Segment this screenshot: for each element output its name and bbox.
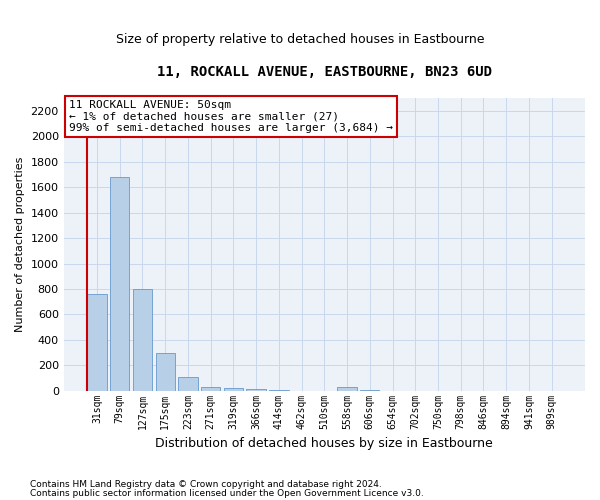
X-axis label: Distribution of detached houses by size in Eastbourne: Distribution of detached houses by size … <box>155 437 493 450</box>
Text: Contains public sector information licensed under the Open Government Licence v3: Contains public sector information licen… <box>30 488 424 498</box>
Bar <box>201 387 220 390</box>
Bar <box>247 389 266 390</box>
Text: Size of property relative to detached houses in Eastbourne: Size of property relative to detached ho… <box>116 32 484 46</box>
Bar <box>155 353 175 391</box>
Bar <box>88 294 107 390</box>
Bar <box>133 289 152 390</box>
Bar <box>337 386 357 390</box>
Text: 11 ROCKALL AVENUE: 50sqm
← 1% of detached houses are smaller (27)
99% of semi-de: 11 ROCKALL AVENUE: 50sqm ← 1% of detache… <box>69 100 393 133</box>
Title: 11, ROCKALL AVENUE, EASTBOURNE, BN23 6UD: 11, ROCKALL AVENUE, EASTBOURNE, BN23 6UD <box>157 65 492 79</box>
Text: Contains HM Land Registry data © Crown copyright and database right 2024.: Contains HM Land Registry data © Crown c… <box>30 480 382 489</box>
Bar <box>178 376 197 390</box>
Y-axis label: Number of detached properties: Number of detached properties <box>15 156 25 332</box>
Bar <box>110 177 130 390</box>
Bar <box>224 388 243 390</box>
